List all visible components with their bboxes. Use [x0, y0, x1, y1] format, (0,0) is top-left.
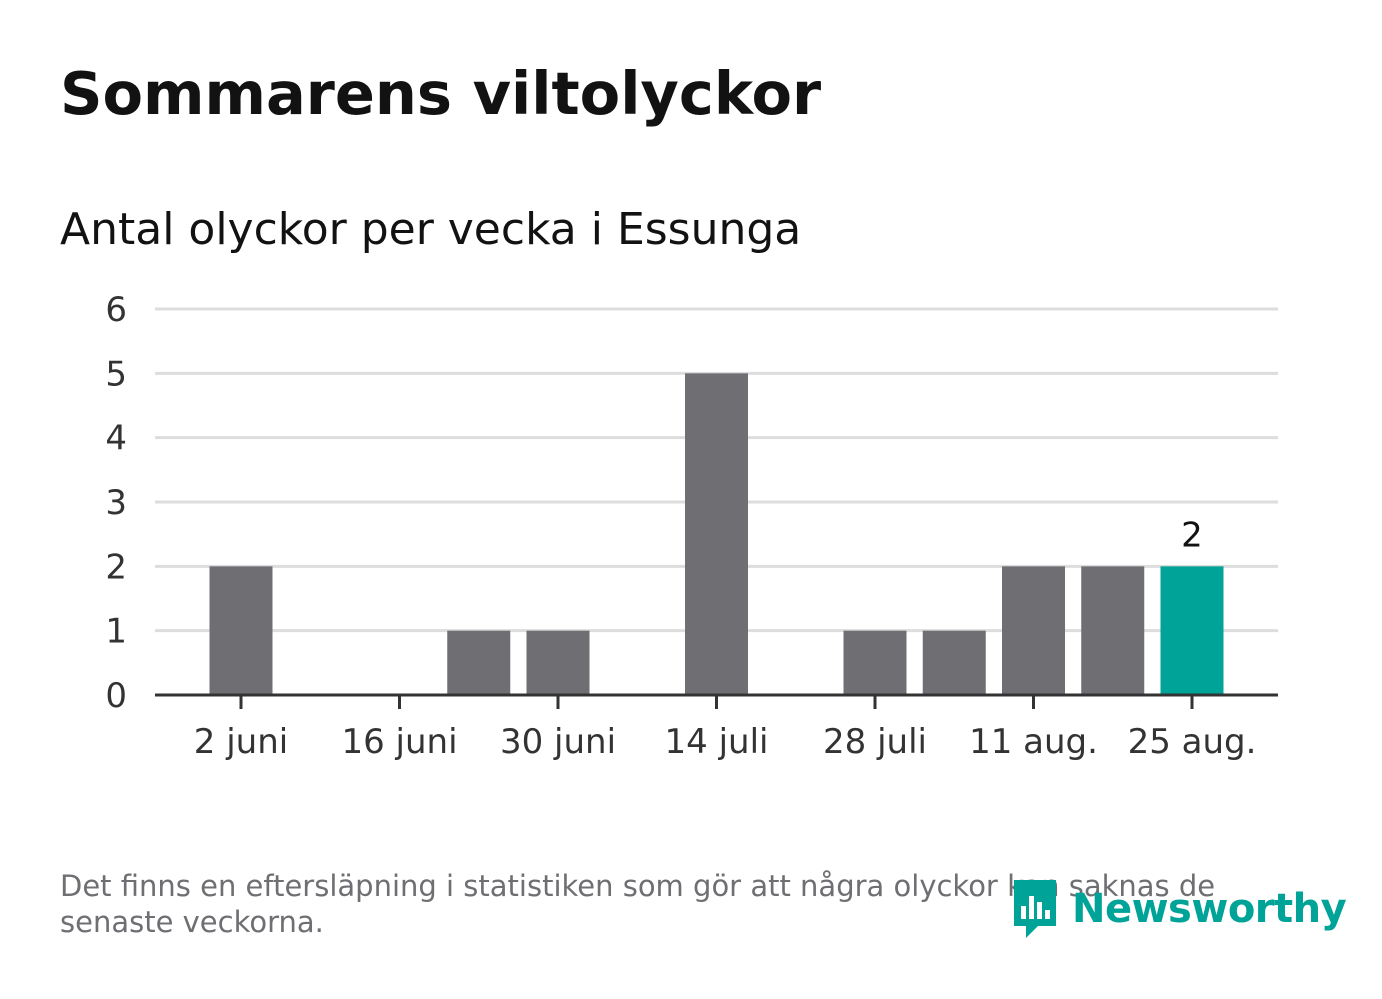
bar-4-aug — [922, 630, 986, 695]
bar-23-juni — [447, 630, 511, 695]
y-tick-label: 6 — [105, 290, 127, 330]
x-tick-label: 11 aug. — [969, 722, 1098, 762]
y-tick-label: 5 — [105, 354, 127, 394]
y-tick-label: 0 — [105, 676, 127, 716]
x-tick-label: 16 juni — [341, 722, 457, 762]
brand-name: Newsworthy — [1072, 886, 1347, 932]
bar-25-aug — [1160, 566, 1224, 695]
bar-30-juni — [526, 630, 590, 695]
x-axis-ticks: 2 juni 16 juni 30 juni 14 juli 28 juli 11 aug… — [194, 695, 1257, 762]
x-tick-label: 25 aug. — [1128, 722, 1257, 762]
y-axis-ticks: 0 1 2 3 4 5 6 — [105, 290, 127, 716]
highlight-value-label: 2 — [1181, 515, 1203, 555]
bar-2-juni — [209, 566, 273, 695]
newsworthy-logo: Newsworthy — [1010, 876, 1347, 942]
x-tick-label: 28 juli — [823, 722, 927, 762]
bar-14-juli — [685, 373, 748, 695]
bar-11-aug — [1002, 566, 1065, 695]
data-labels: 2 — [1181, 515, 1203, 555]
newsworthy-logo-icon — [1014, 880, 1056, 938]
y-tick-label: 1 — [105, 612, 127, 652]
x-tick-label: 14 juli — [665, 722, 769, 762]
bar-18-aug — [1081, 566, 1145, 695]
bar-28-juli — [843, 630, 907, 695]
y-tick-label: 2 — [105, 547, 127, 587]
y-tick-label: 4 — [105, 419, 127, 459]
x-tick-label: 2 juni — [194, 722, 288, 762]
y-tick-label: 3 — [105, 483, 127, 523]
chart-subtitle: Antal olyckor per vecka i Essunga — [60, 204, 802, 255]
x-tick-label: 30 juni — [500, 722, 616, 762]
chart-title: Sommarens viltolyckor — [60, 59, 822, 128]
bars — [209, 373, 1224, 695]
